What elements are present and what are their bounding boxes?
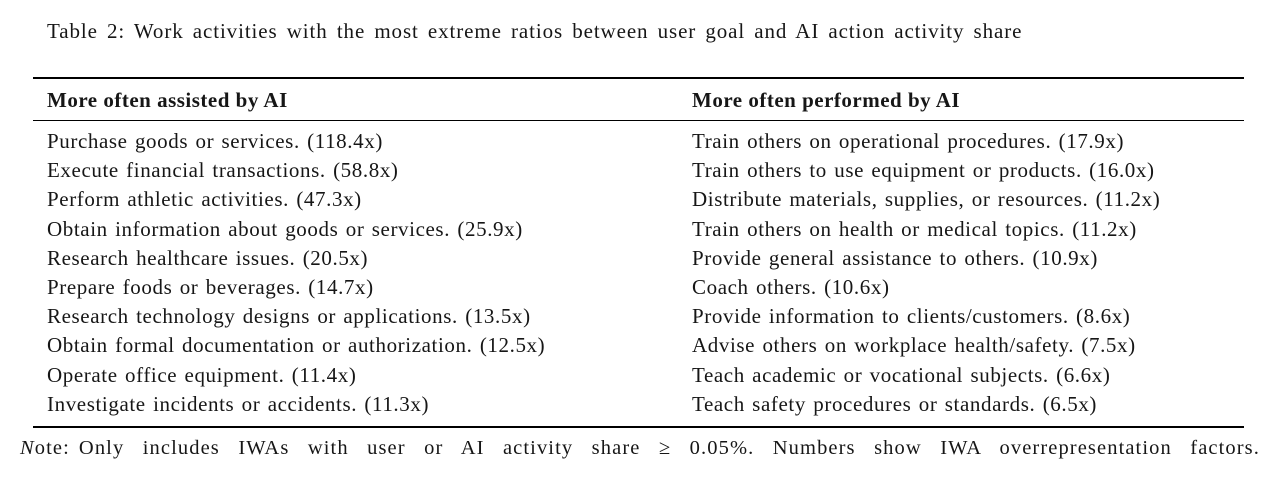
activity-cell: Train others on health or medical topics…: [692, 216, 1137, 241]
activity-cell: Perform athletic activities. (47.3x): [47, 187, 362, 212]
activity-cell: Teach safety procedures or standards. (6…: [692, 391, 1098, 416]
note-prefix-italic: N: [20, 437, 35, 459]
column-header-performed-by-ai: More often performed by AI: [678, 78, 1244, 121]
activity-cell: Investigate incidents or accidents. (11.…: [47, 391, 430, 416]
column-header-assisted-by-ai: More often assisted by AI: [33, 78, 678, 121]
activity-cell: Train others on operational procedures. …: [692, 129, 1125, 153]
activity-cell: Purchase goods or services. (118.4x): [47, 129, 383, 153]
table-note: Note: Only includes IWAs with user or AI …: [20, 437, 1260, 460]
activity-cell: Teach academic or vocational subjects. (…: [692, 362, 1111, 387]
activity-cell: Coach others. (10.6x): [692, 275, 890, 300]
note-prefix-rest: ote:: [34, 437, 70, 459]
activity-cell: Train others to use equipment or product…: [692, 158, 1155, 183]
table-row: Execute financial transactions. (58.8x) …: [33, 156, 1244, 185]
activities-table: More often assisted by AI More often per…: [33, 77, 1244, 429]
activity-cell: Advise others on workplace health/safety…: [692, 333, 1136, 358]
activity-cell: Obtain formal documentation or authoriza…: [47, 333, 546, 358]
table-row: Obtain formal documentation or authoriza…: [33, 331, 1244, 360]
activity-cell: Prepare foods or beverages. (14.7x): [47, 275, 374, 300]
table-row: Operate office equipment. (11.4x) Teach …: [33, 361, 1244, 390]
note-body: Only includes IWAs with user or AI activ…: [78, 437, 1260, 459]
activity-cell: Operate office equipment. (11.4x): [47, 362, 357, 387]
table-row: Purchase goods or services. (118.4x) Tra…: [33, 121, 1244, 157]
table-row: Research technology designs or applicati…: [33, 302, 1244, 331]
table-header-row: More often assisted by AI More often per…: [33, 78, 1244, 121]
table-row: Investigate incidents or accidents. (11.…: [33, 390, 1244, 427]
activity-cell: Provide information to clients/customers…: [692, 304, 1131, 329]
activity-cell: Obtain information about goods or servic…: [47, 216, 523, 241]
table-row: Obtain information about goods or servic…: [33, 215, 1244, 244]
table-row: Research healthcare issues. (20.5x) Prov…: [33, 244, 1244, 273]
table-caption: Table 2: Work activities with the most e…: [47, 19, 1023, 43]
activity-cell: Provide general assistance to others. (1…: [692, 245, 1098, 270]
activity-cell: Execute financial transactions. (58.8x): [47, 158, 399, 183]
activity-cell: Distribute materials, supplies, or resou…: [692, 187, 1161, 212]
activity-cell: Research technology designs or applicati…: [47, 304, 531, 329]
table-row: Perform athletic activities. (47.3x) Dis…: [33, 185, 1244, 214]
table-row: Prepare foods or beverages. (14.7x) Coac…: [33, 273, 1244, 302]
activity-cell: Research healthcare issues. (20.5x): [47, 245, 369, 270]
